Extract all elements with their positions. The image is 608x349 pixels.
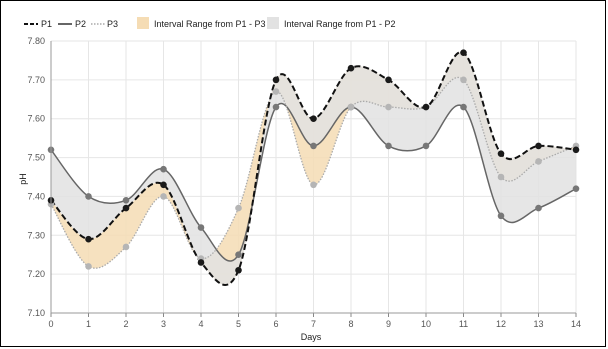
x-tick-label: 4 <box>198 319 203 329</box>
point-p1 <box>197 259 205 266</box>
legend-label-band-p1-p2: Interval Range from P1 - P2 <box>284 19 396 29</box>
point-p2 <box>310 142 317 150</box>
x-tick-label: 3 <box>161 319 166 329</box>
point-p3 <box>460 76 467 84</box>
point-p2 <box>235 251 242 259</box>
point-p1 <box>235 266 242 274</box>
point-p1 <box>497 150 505 157</box>
point-p1 <box>385 76 392 84</box>
point-p1 <box>460 49 467 56</box>
series-lines <box>50 51 577 286</box>
point-p2 <box>272 103 280 111</box>
y-tick-label: 7.60 <box>27 114 45 124</box>
point-p1 <box>572 146 580 154</box>
band-p1-p2 <box>51 51 576 285</box>
x-tick-label: 10 <box>421 319 431 329</box>
point-p1 <box>160 181 167 189</box>
point-p3 <box>122 243 130 251</box>
point-p1 <box>347 64 355 72</box>
x-tick-label: 8 <box>348 319 353 329</box>
point-p2 <box>85 193 92 200</box>
legend-label-p2: P2 <box>75 19 86 29</box>
point-p3 <box>235 204 242 212</box>
legend-swatch-band-p1-p2 <box>267 17 279 29</box>
x-tick-label: 2 <box>123 319 128 329</box>
legend-label-band-p1-p3: Interval Range from P1 - P3 <box>154 19 266 29</box>
y-tick-label: 7.70 <box>27 75 45 85</box>
point-p2 <box>460 103 467 111</box>
point-p2 <box>197 224 205 231</box>
point-p3 <box>535 158 542 165</box>
x-tick-label: 13 <box>533 319 543 329</box>
point-p1 <box>422 103 430 111</box>
point-p1 <box>122 204 130 212</box>
x-tick-label: 6 <box>273 319 278 329</box>
point-p2 <box>122 197 130 204</box>
point-p3 <box>497 173 505 181</box>
point-p2 <box>572 185 580 192</box>
point-p3 <box>85 263 92 270</box>
legend-swatch-band-p1-p3 <box>137 17 149 29</box>
series-line-p2 <box>50 102 577 262</box>
y-tick-label: 7.30 <box>27 230 45 240</box>
point-p2 <box>535 204 542 212</box>
x-tick-label: 5 <box>236 319 241 329</box>
point-p3 <box>385 103 392 111</box>
y-tick-label: 7.10 <box>27 308 45 318</box>
y-axis-label: pH <box>18 173 28 185</box>
y-tick-label: 7.40 <box>27 191 45 201</box>
series-line-p1 <box>50 51 577 286</box>
x-tick-label: 0 <box>48 319 53 329</box>
y-tick-label: 7.80 <box>27 36 45 46</box>
x-tick-label: 12 <box>496 319 506 329</box>
point-p1 <box>272 76 280 84</box>
x-tick-label: 11 <box>459 319 468 329</box>
point-p3 <box>310 181 317 189</box>
x-tick-label: 1 <box>86 319 91 329</box>
legend-label-p3: P3 <box>107 19 118 29</box>
point-p2 <box>422 142 430 150</box>
y-tick-label: 7.50 <box>27 153 45 163</box>
legend: P1 P2 P3 Interval Range from P1 - P3 Int… <box>24 17 396 29</box>
x-tick-label: 7 <box>311 319 316 329</box>
point-p2 <box>160 165 167 173</box>
point-p1 <box>85 235 92 243</box>
point-p3 <box>160 193 167 200</box>
x-tick-label: 14 <box>571 319 581 329</box>
y-tick-label: 7.20 <box>27 269 45 279</box>
point-p2 <box>385 142 392 150</box>
series-points <box>47 49 580 274</box>
point-p1 <box>535 142 542 150</box>
x-axis-label: Days <box>301 332 322 342</box>
point-p2 <box>497 212 505 220</box>
series-line-p3 <box>50 76 577 269</box>
point-p3 <box>347 103 355 111</box>
legend-label-p1: P1 <box>41 19 52 29</box>
point-p3 <box>272 88 280 95</box>
x-tick-label: 9 <box>386 319 391 329</box>
point-p1 <box>310 115 317 123</box>
axes: 7.107.207.307.407.507.607.707.800 1 2 3 4 5 6 7… <box>27 36 581 329</box>
